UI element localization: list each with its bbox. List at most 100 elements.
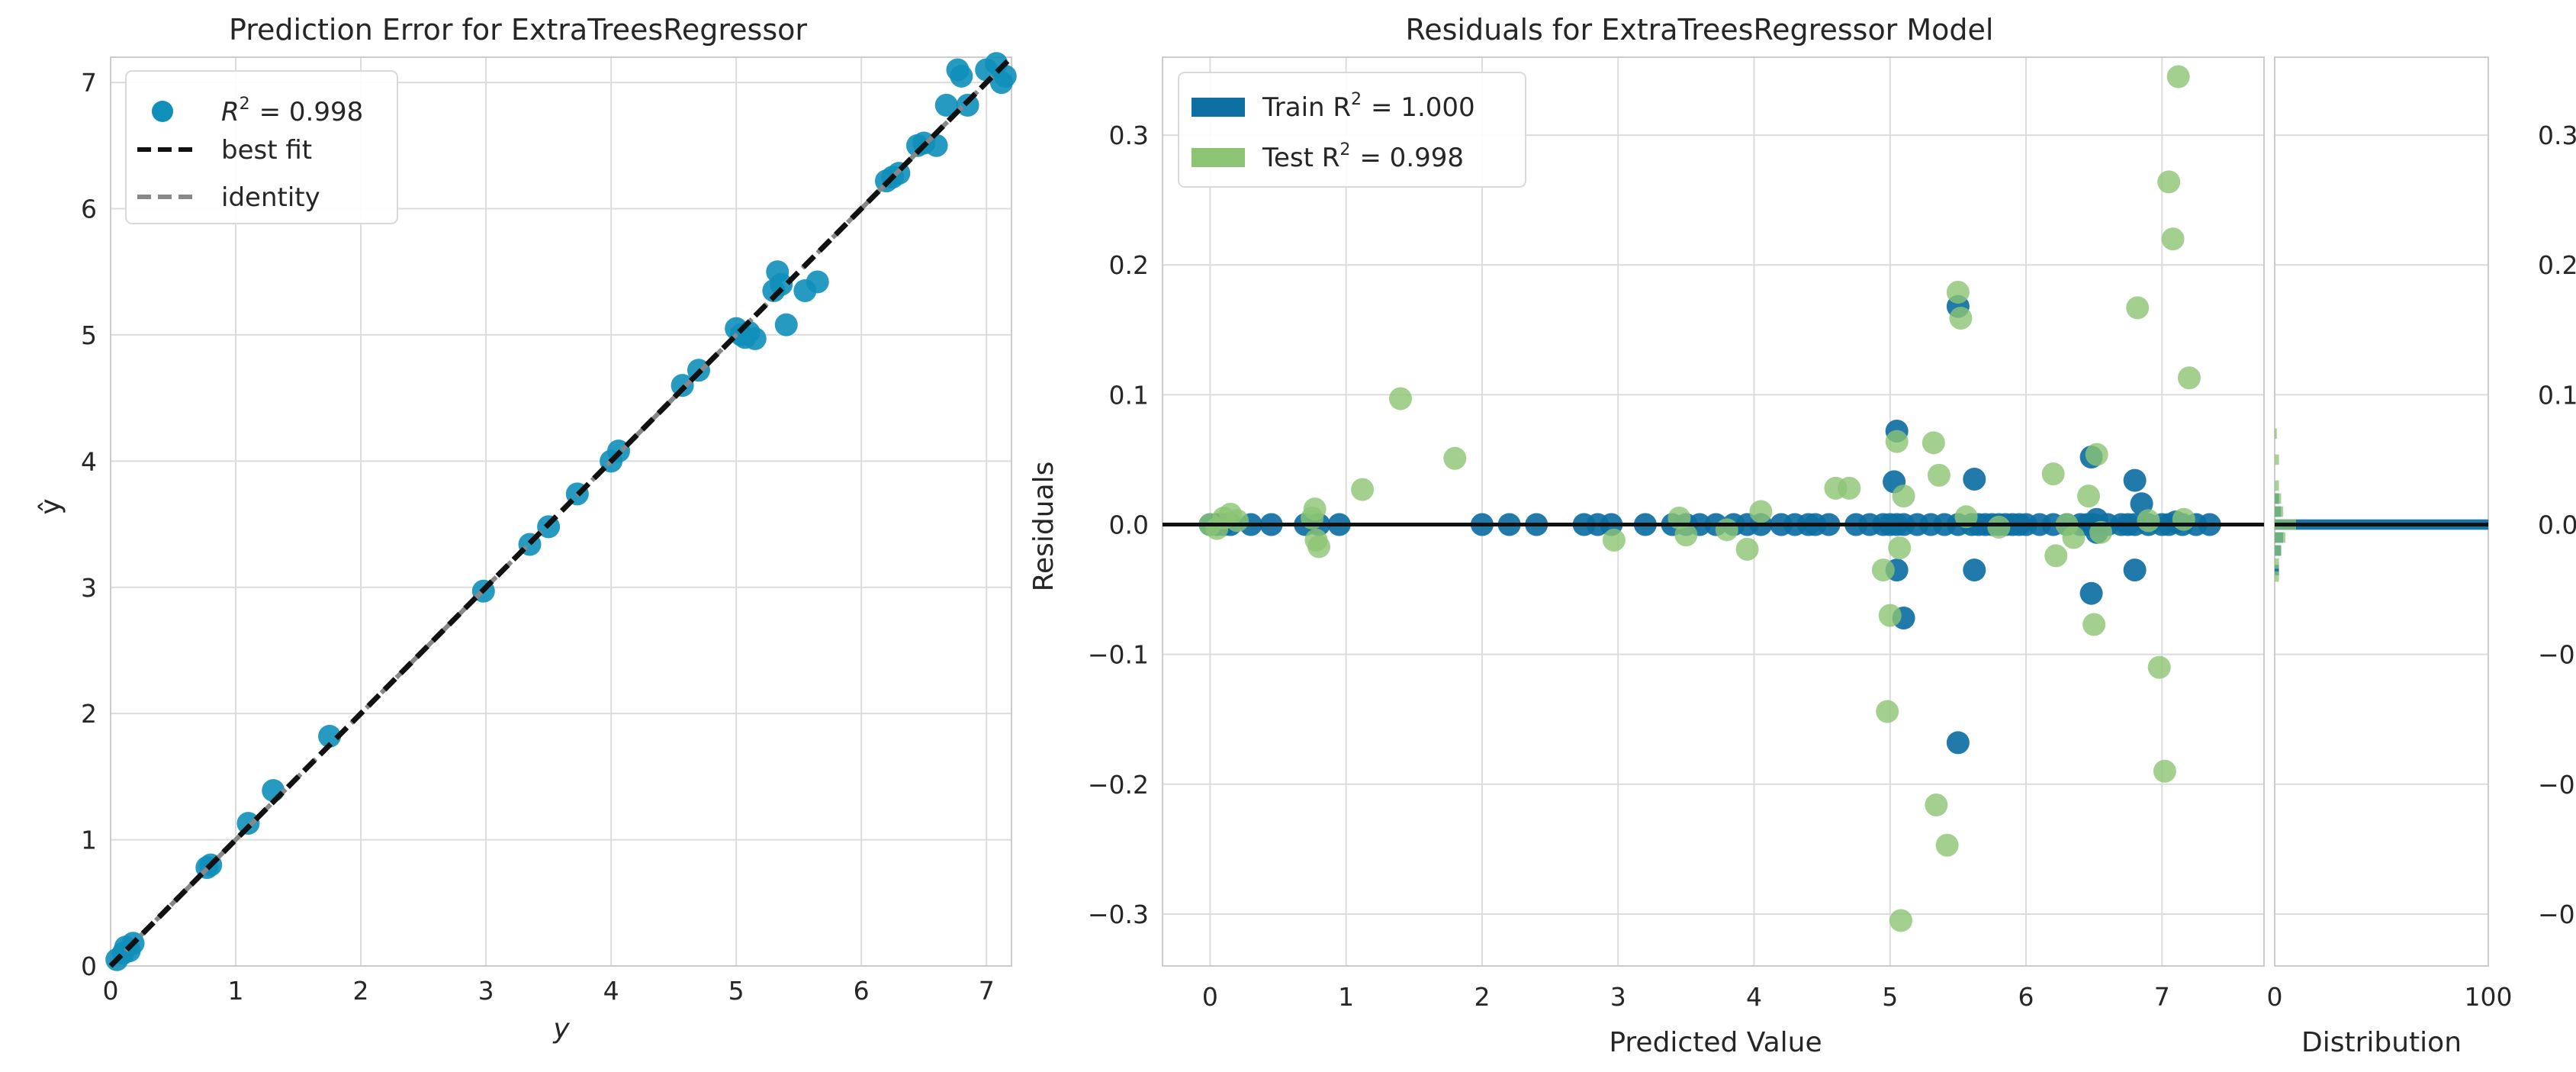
test-histogram-bar xyxy=(2275,506,2284,517)
test-point xyxy=(1443,446,1467,470)
test-histogram-bar xyxy=(2275,454,2279,465)
test-point xyxy=(2172,507,2195,531)
test-point xyxy=(1871,559,1895,582)
test-point xyxy=(2177,366,2201,390)
data-point xyxy=(743,327,767,350)
legend-identity-label: identity xyxy=(221,182,320,213)
y-tick-label: 3 xyxy=(81,573,97,603)
right-y-tick-label: 0.3 xyxy=(2538,121,2576,150)
test-point xyxy=(1925,794,1948,817)
prediction-error-x-label: y xyxy=(552,1013,570,1045)
test-point xyxy=(1602,528,1626,552)
x-tick-label: 7 xyxy=(979,976,995,1006)
x-tick-label: 5 xyxy=(1882,982,1898,1012)
test-point xyxy=(1838,476,1861,500)
distribution-panel: 0 100 −0.3 −0.2 −0.1 0.0 0.1 0.2 0.3 Distributio… xyxy=(2267,56,2576,1058)
right-y-tick-label: −0.1 xyxy=(2538,640,2576,670)
test-point xyxy=(2085,443,2108,466)
test-point xyxy=(1226,509,1249,533)
y-tick-label: 6 xyxy=(81,195,97,224)
test-point xyxy=(1935,833,1959,857)
legend-test-label: Test R2 = 0.998 xyxy=(1262,140,1464,173)
right-y-tick-label: 0.2 xyxy=(2538,250,2576,280)
test-point xyxy=(2153,759,2176,783)
x-tick-label: 1 xyxy=(228,976,244,1006)
x-tick-label: 4 xyxy=(1746,982,1762,1012)
test-point xyxy=(1876,700,1899,723)
x-tick-label: 6 xyxy=(2018,982,2034,1012)
residuals-legend-frame xyxy=(1178,72,1526,188)
test-point xyxy=(1946,280,1970,304)
x-tick-label: 0 xyxy=(103,976,119,1006)
test-point xyxy=(1388,387,1412,410)
x-tick-label: 1 xyxy=(1338,982,1354,1012)
legend-train-swatch xyxy=(1192,98,1245,117)
data-point xyxy=(318,724,342,748)
data-point xyxy=(774,313,798,336)
x-tick-label: 0 xyxy=(2267,982,2283,1012)
x-tick-label: 0 xyxy=(1202,982,1218,1012)
train-point xyxy=(1963,467,1986,491)
data-point xyxy=(934,93,958,117)
y-tick-label: 5 xyxy=(81,320,97,350)
prediction-error-legend: R2 = 0.998 best fit identity xyxy=(125,70,398,224)
data-point xyxy=(770,272,793,296)
y-tick-label: −0.3 xyxy=(1088,900,1149,929)
test-point xyxy=(1303,497,1327,521)
test-point xyxy=(1927,463,1950,487)
test-point xyxy=(2147,655,2171,679)
distribution-plot-area: 0 100 −0.3 −0.2 −0.1 0.0 0.1 0.2 0.3 xyxy=(2267,56,2576,1012)
legend-frame xyxy=(125,70,398,224)
test-histogram-bar xyxy=(2275,545,2282,556)
y-tick-label: 4 xyxy=(81,446,97,476)
distribution-x-label: Distribution xyxy=(2301,1027,2462,1058)
residuals-x-label: Predicted Value xyxy=(1609,1027,1822,1058)
train-point xyxy=(2079,581,2103,605)
test-point xyxy=(1987,515,2011,539)
x-tick-label: 6 xyxy=(854,976,870,1006)
legend-best-fit-label: best fit xyxy=(221,135,312,166)
plot-frame xyxy=(2274,56,2489,967)
test-point xyxy=(1949,306,1973,330)
train-point xyxy=(1963,559,1986,582)
y-tick-label: 2 xyxy=(81,699,97,729)
data-point xyxy=(806,270,829,294)
plot-frame xyxy=(1162,56,2265,967)
x-tick-label: 5 xyxy=(728,976,744,1006)
data-point xyxy=(950,64,973,88)
test-point xyxy=(2137,509,2160,533)
plot-frame xyxy=(110,56,1012,967)
best-fit-line xyxy=(108,55,1014,968)
right-y-tick-label: 0.0 xyxy=(2538,510,2576,540)
train-histogram-bar xyxy=(2275,565,2279,575)
test-point xyxy=(1892,484,1915,508)
test-histogram-bar xyxy=(2275,428,2277,439)
test-point xyxy=(1351,478,1375,501)
test-histogram-bar xyxy=(2275,532,2285,543)
test-point xyxy=(1735,537,1759,561)
train-point xyxy=(1946,731,1970,755)
right-y-tick-label: −0.3 xyxy=(2538,900,2576,929)
test-point xyxy=(1307,535,1331,559)
y-tick-label: 1 xyxy=(81,826,97,855)
test-point xyxy=(2089,520,2113,544)
right-y-tick-label: 0.1 xyxy=(2538,380,2576,410)
residuals-legend: Train R2 = 1.000 Test R2 = 0.998 xyxy=(1178,72,1526,188)
test-histogram-bar xyxy=(2275,493,2282,504)
test-point xyxy=(2077,484,2101,508)
test-point xyxy=(2041,462,2065,486)
test-point xyxy=(2062,526,2086,549)
y-tick-label: −0.1 xyxy=(1088,640,1149,670)
test-point xyxy=(1878,604,1902,627)
prediction-error-title: Prediction Error for ExtraTreesRegressor xyxy=(229,13,807,47)
y-tick-label: 0.0 xyxy=(1109,510,1149,540)
x-tick-label: 2 xyxy=(353,976,369,1006)
train-point xyxy=(2123,468,2147,492)
legend-point-marker xyxy=(152,101,173,122)
test-point xyxy=(1922,431,1945,455)
test-point xyxy=(2166,65,2190,89)
residuals-y-label: Residuals xyxy=(1028,462,1060,592)
y-tick-label: 0.1 xyxy=(1109,380,1149,410)
residuals-panel: Residuals for ExtraTreesRegressor Model … xyxy=(1028,13,2265,1058)
test-point xyxy=(2161,227,2185,251)
